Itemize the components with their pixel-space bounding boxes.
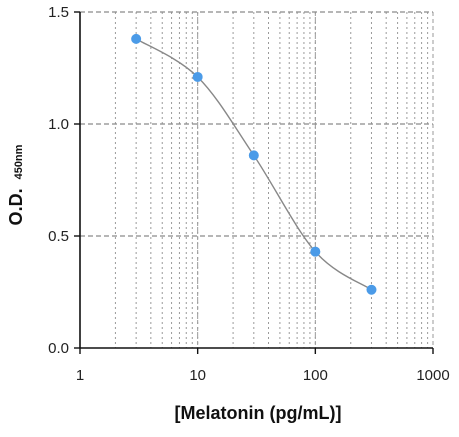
x-tick-label: 1000 bbox=[416, 367, 449, 384]
x-axis-title: [Melatonin (pg/mL)] bbox=[175, 403, 342, 423]
x-tick-label: 100 bbox=[303, 367, 328, 384]
axes bbox=[74, 11, 434, 354]
y-tick-label: 1.5 bbox=[48, 4, 69, 21]
data-point bbox=[192, 71, 203, 82]
data-point bbox=[131, 33, 142, 44]
grid-lines bbox=[80, 11, 434, 348]
data-point bbox=[366, 284, 377, 295]
y-tick-label: 0.5 bbox=[48, 228, 69, 245]
data-point bbox=[310, 246, 321, 257]
y-tick-labels: 0.0 0.5 1.0 1.5 bbox=[48, 4, 69, 357]
y-axis-title: O.D. 450nm bbox=[6, 144, 26, 225]
y-axis-title-main: O.D. bbox=[6, 188, 26, 225]
data-points bbox=[131, 33, 377, 295]
y-tick-label: 1.0 bbox=[48, 116, 69, 133]
y-axis-title-subscript: 450nm bbox=[13, 144, 25, 179]
x-tick-label: 10 bbox=[189, 367, 206, 384]
x-tick-label: 1 bbox=[76, 367, 84, 384]
y-tick-label: 0.0 bbox=[48, 340, 69, 357]
data-point bbox=[248, 150, 259, 161]
x-tick-labels: 1 10 100 1000 bbox=[76, 367, 450, 384]
